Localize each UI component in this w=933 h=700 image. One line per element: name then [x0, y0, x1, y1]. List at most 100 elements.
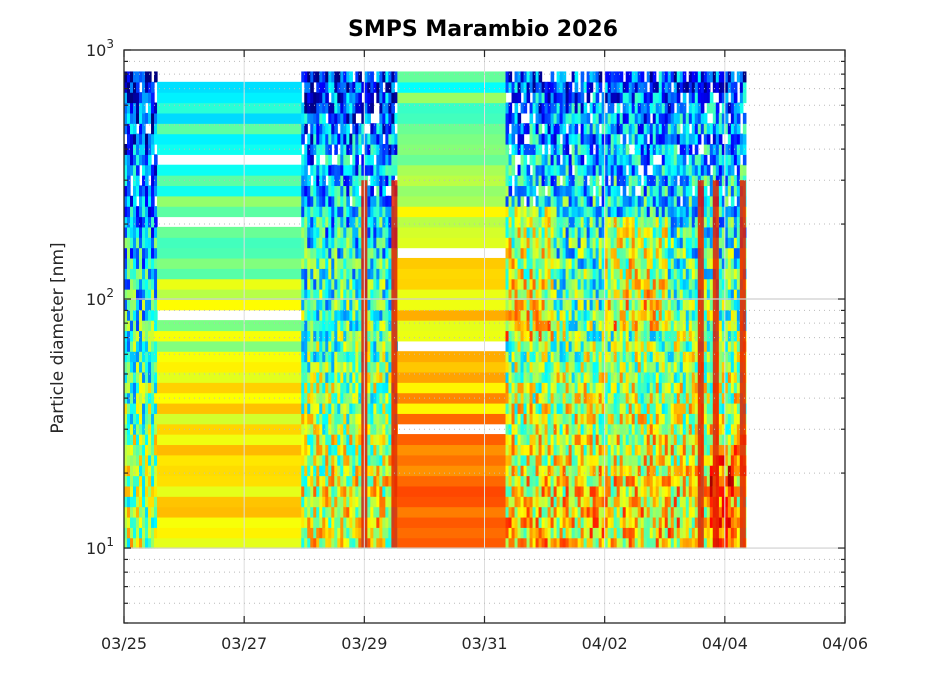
heatmap-cell [610, 506, 615, 518]
heatmap-cell [583, 527, 588, 539]
heatmap-cell [511, 371, 516, 383]
heatmap-cell [607, 485, 612, 497]
heatmap-cell [625, 123, 630, 135]
heatmap-cell [547, 195, 552, 207]
heatmap-cell [517, 402, 522, 414]
heatmap-cell [577, 516, 582, 528]
heatmap-cell [514, 330, 519, 342]
heatmap-cell [340, 164, 344, 176]
heatmap-cell [694, 413, 699, 425]
heatmap-cell [373, 309, 377, 321]
heatmap-cell [661, 133, 666, 145]
heatmap-cell [148, 309, 152, 321]
heatmap-cell [124, 527, 128, 539]
heatmap-cell [643, 434, 648, 446]
heatmap-cell [370, 434, 374, 446]
heatmap-cell [301, 299, 305, 311]
heatmap-cell [619, 371, 624, 383]
heatmap-cell [145, 485, 149, 497]
heatmap-cell [379, 154, 383, 166]
heatmap-cell [349, 340, 353, 352]
heatmap-cell [505, 413, 510, 425]
heatmap-cell [550, 340, 555, 352]
heatmap-cell [619, 402, 624, 414]
heatmap-cell [547, 475, 552, 487]
heatmap-cell [385, 434, 389, 446]
heatmap-cell [529, 496, 534, 508]
heatmap-cell [133, 102, 137, 114]
heatmap-cell [520, 382, 525, 394]
heatmap-cell [586, 133, 591, 145]
heatmap-cell [697, 123, 702, 135]
heatmap-cell [655, 392, 660, 404]
heatmap-cell [133, 340, 137, 352]
heatmap-cell [145, 226, 149, 238]
heatmap-cell [379, 454, 383, 466]
heatmap-cell [679, 371, 684, 383]
heatmap-cell [703, 465, 708, 477]
heatmap-cell [649, 340, 654, 352]
heatmap-cell [319, 371, 323, 383]
heatmap-cell [571, 444, 576, 456]
heatmap-cell [349, 133, 353, 145]
heatmap-cell [628, 320, 633, 332]
heatmap-cell [145, 320, 149, 332]
heatmap-cell [364, 81, 368, 93]
heatmap-cell [313, 465, 317, 477]
heatmap-cell [154, 382, 158, 394]
heatmap-cell [592, 475, 597, 487]
heatmap-cell [691, 71, 696, 83]
heatmap-cell [151, 423, 155, 435]
heatmap-cell [658, 226, 663, 238]
heatmap-cell [535, 340, 540, 352]
heatmap-cell [610, 444, 615, 456]
heatmap-cell [556, 154, 561, 166]
heatmap-cell [316, 164, 320, 176]
heatmap-cell [637, 81, 642, 93]
heatmap-cell [622, 164, 627, 176]
heatmap-cell [136, 330, 140, 342]
heatmap-cell [649, 330, 654, 342]
heatmap-cell [541, 226, 546, 238]
heatmap-cell [658, 496, 663, 508]
heatmap-cell [628, 309, 633, 321]
heatmap-cell [133, 527, 137, 539]
heatmap-cell [541, 413, 546, 425]
heatmap-cell [685, 454, 690, 466]
heatmap-cell [583, 164, 588, 176]
heatmap-cell [319, 164, 323, 176]
heatmap-cell [658, 506, 663, 518]
heatmap-cell [679, 268, 684, 280]
heatmap-cell [310, 195, 314, 207]
heatmap-cell [325, 257, 329, 269]
heatmap-cell [385, 278, 389, 290]
heatmap-cell [523, 382, 528, 394]
heatmap-cell [340, 206, 344, 218]
heatmap-cell [376, 299, 380, 311]
heatmap-cell [559, 237, 564, 249]
heatmap-cell [685, 485, 690, 497]
heatmap-cell [643, 164, 648, 176]
heatmap-cell [598, 527, 603, 539]
heatmap-cell [127, 278, 131, 290]
heatmap-cell [367, 475, 371, 487]
heatmap-cell [625, 475, 630, 487]
heatmap-cell [352, 496, 356, 508]
heatmap-cell [520, 454, 525, 466]
heatmap-cell [325, 485, 329, 497]
heatmap-cell [130, 257, 134, 269]
heatmap-cell [673, 175, 678, 187]
heatmap-cell [658, 268, 663, 280]
heatmap-cell [631, 392, 636, 404]
heatmap-cell [541, 206, 546, 218]
heatmap-cell [580, 444, 585, 456]
heatmap-cell [661, 81, 666, 93]
heatmap-cell [631, 71, 636, 83]
heatmap-cell [694, 382, 699, 394]
heatmap-cell [661, 102, 666, 114]
heatmap-cell [343, 143, 347, 155]
heatmap-cell [613, 454, 618, 466]
heatmap-cell [634, 330, 639, 342]
heatmap-cell [151, 340, 155, 352]
heatmap-cell [133, 164, 137, 176]
